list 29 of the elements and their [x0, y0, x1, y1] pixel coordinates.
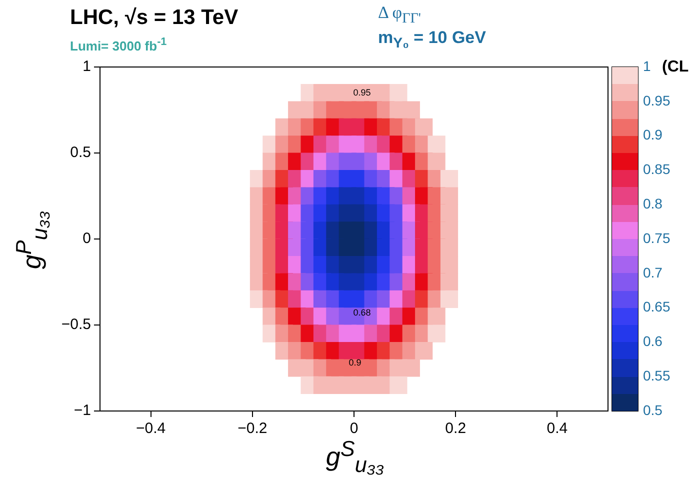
annotation: 0.95: [353, 88, 371, 98]
color-bar-label: 0.7: [643, 264, 663, 280]
text: Lumi= 3000 fb$^{-1}$: [70, 36, 167, 54]
chart-title: LHC, √s = 13 TeV: [70, 6, 238, 30]
y-tick-label: −0.5: [61, 316, 91, 334]
x-tick-label: 0.2: [445, 420, 466, 438]
y-tick-label: 0.5: [70, 144, 91, 162]
color-bar-label: 0.75: [643, 230, 670, 246]
color-bar-title: (CL: [662, 58, 689, 76]
y-tick-label: 1: [82, 58, 91, 76]
color-bar-label: 0.6: [643, 333, 663, 350]
y-tick-label: −1: [74, 402, 91, 420]
annotation: 0.9: [348, 358, 362, 368]
x-tick-label: 0.4: [546, 420, 568, 438]
text: Δ φ$_{ΓΓ'}$: [378, 3, 421, 28]
color-bar-label: 1: [643, 58, 651, 74]
color-bar-label: 0.9: [643, 126, 663, 143]
color-bar-label: 0.5: [643, 402, 663, 418]
color-bar-label: 0.8: [643, 195, 663, 212]
x-tick-label: 0: [350, 420, 358, 438]
color-bar-label: 0.85: [643, 161, 670, 178]
text: m$_{Y₀}$ = 10 GeV: [378, 28, 486, 52]
x-tick-label: −0.2: [238, 420, 268, 438]
y-tick-label: 0: [82, 230, 91, 248]
color-bar-label: 0.55: [643, 367, 670, 384]
color-bar-label: 0.65: [643, 298, 670, 315]
color-bar-label: 0.95: [643, 92, 670, 108]
x-tick-label: −0.4: [136, 420, 166, 438]
annotation: 0.68: [353, 308, 371, 318]
